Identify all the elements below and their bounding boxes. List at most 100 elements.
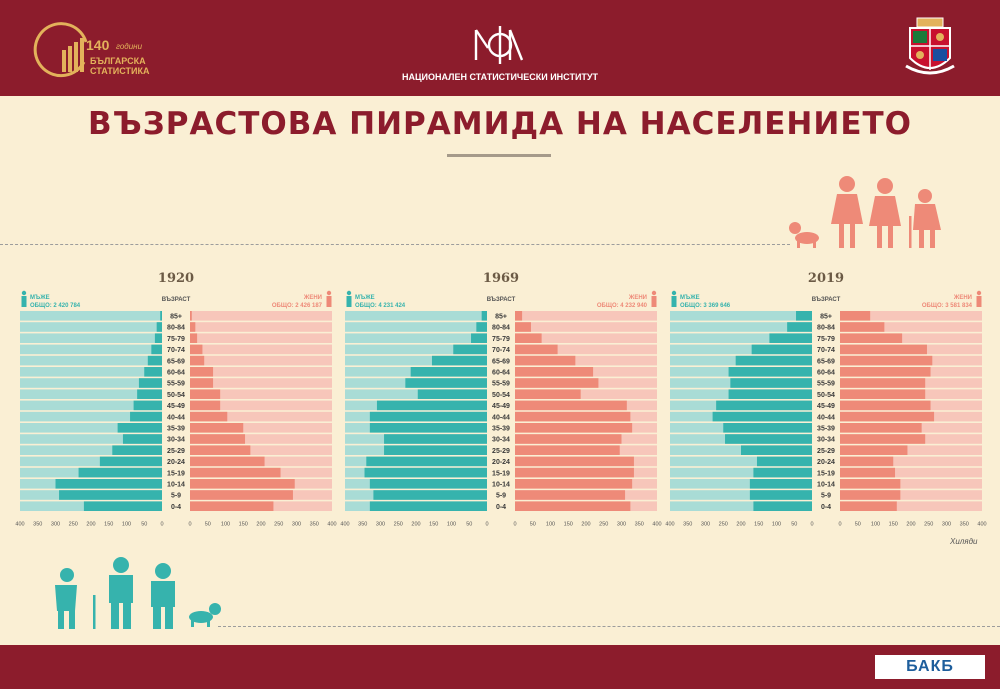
male-bar-track (20, 311, 162, 321)
female-bar (515, 400, 627, 411)
logo-word: години (116, 42, 143, 51)
female-bar (840, 467, 896, 478)
male-bar (384, 445, 487, 455)
female-bar (190, 501, 274, 511)
male-tick-label: 150 (104, 522, 113, 528)
age-label: 65-69 (817, 358, 835, 365)
female-bar (515, 389, 581, 399)
male-tick-label: 100 (122, 522, 131, 528)
male-bar (151, 344, 162, 355)
female-bar-track (190, 423, 332, 433)
male-bar-track (345, 311, 487, 321)
age-label: 60-64 (492, 370, 510, 377)
female-bar (515, 467, 634, 478)
female-bar-track (190, 389, 332, 399)
male-icon (21, 290, 27, 296)
age-label: 5-9 (821, 493, 831, 500)
elderly-man-icon (55, 568, 96, 629)
male-bar (59, 490, 162, 500)
male-legend-label: МЪЖЕ (355, 295, 375, 301)
male-bar (376, 400, 487, 411)
female-tick-label: 150 (889, 522, 898, 528)
female-tick-label: 300 (942, 522, 951, 528)
female-bar (840, 311, 871, 321)
male-tick-label: 50 (791, 522, 797, 528)
age-label: 45-49 (492, 403, 510, 410)
age-label: 65-69 (492, 358, 510, 365)
male-tick-label: 50 (466, 522, 472, 528)
age-label: 30-34 (167, 437, 185, 444)
male-tick-label: 400 (15, 522, 24, 528)
age-label: 0-4 (821, 504, 831, 511)
male-total: ОБЩО: 3 369 646 (680, 303, 731, 309)
female-bar-track (840, 445, 982, 455)
age-label: 35-39 (817, 426, 835, 433)
male-bar (728, 389, 812, 399)
female-tick-label: 400 (327, 522, 336, 528)
male-bar-track (670, 501, 812, 511)
female-bar (190, 333, 198, 343)
woman-icon (831, 176, 863, 248)
age-label: 30-34 (817, 437, 835, 444)
male-bar-track (20, 367, 162, 377)
age-label: 5-9 (496, 493, 506, 500)
age-label: 75-79 (492, 336, 510, 343)
age-label: 80-84 (167, 325, 185, 332)
age-label: 55-59 (492, 381, 510, 388)
female-tick-label: 100 (871, 522, 880, 528)
female-bar (515, 355, 576, 366)
age-label: 20-24 (167, 459, 185, 466)
male-bar (796, 311, 812, 321)
male-total: ОБЩО: 4 231 424 (355, 303, 406, 309)
logo-number: 140 (86, 37, 110, 53)
bulgarian-statistics-logo (33, 22, 88, 78)
male-bar-track (670, 467, 812, 478)
female-tick-label: 0 (188, 522, 191, 528)
age-label: 55-59 (817, 381, 835, 388)
nsi-logo (474, 26, 524, 64)
female-bar (840, 333, 903, 343)
female-bar (515, 344, 558, 355)
female-bar-track (840, 311, 982, 321)
male-legend-label: МЪЖЕ (680, 295, 700, 301)
male-bar (741, 445, 812, 455)
male-bar (364, 467, 487, 478)
age-label: 50-54 (492, 392, 510, 399)
chart-title: 1920 (158, 271, 194, 286)
male-bar (55, 479, 162, 489)
male-bar (133, 400, 162, 411)
male-tick-label: 400 (340, 522, 349, 528)
female-tick-label: 300 (617, 522, 626, 528)
female-tick-label: 400 (652, 522, 661, 528)
female-bar-track (840, 456, 982, 467)
male-bar-track (20, 333, 162, 343)
footer-banner (0, 645, 1000, 689)
female-bar-track (840, 490, 982, 500)
female-bar-track (190, 322, 332, 332)
female-bar (840, 445, 908, 455)
crawling-baby-icon (189, 603, 221, 627)
top-dashed-line (0, 244, 790, 245)
male-tick-label: 200 (86, 522, 95, 528)
male-bar-track (20, 456, 162, 467)
male-tick-label: 200 (736, 522, 745, 528)
male-bar (751, 344, 812, 355)
male-bar (405, 378, 487, 388)
female-total: ОБЩО: 4 232 940 (597, 303, 648, 309)
female-bar (190, 311, 192, 321)
age-header: ВЪЗРАСТ (812, 297, 841, 303)
age-label: 15-19 (492, 470, 510, 477)
male-bar (769, 333, 812, 343)
female-tick-label: 50 (205, 522, 211, 528)
male-bar-track (670, 311, 812, 321)
male-tick-label: 250 (719, 522, 728, 528)
male-bar (431, 355, 487, 366)
female-total: ОБЩО: 3 581 834 (922, 303, 973, 309)
male-tick-label: 300 (701, 522, 710, 528)
female-bar-track (190, 355, 332, 366)
male-bar-track (345, 344, 487, 355)
age-label: 15-19 (817, 470, 835, 477)
female-legend-label: ЖЕНИ (953, 295, 972, 301)
female-total: ОБЩО: 2 426 187 (272, 303, 323, 309)
female-bar (190, 344, 203, 355)
